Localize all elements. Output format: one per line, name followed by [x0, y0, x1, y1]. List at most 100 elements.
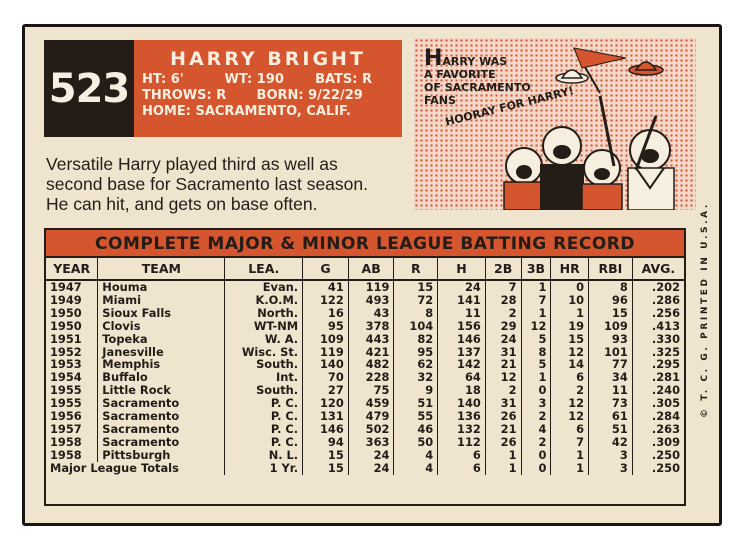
- cell-league: P. C.: [224, 410, 303, 423]
- totals-games: 15: [302, 461, 349, 475]
- copyright-notice: © T. C. G. PRINTED IN U.S.A.: [700, 202, 710, 418]
- cell-triples: 0: [520, 448, 551, 462]
- batting-record: COMPLETE MAJOR & MINOR LEAGUE BATTING RE…: [44, 228, 686, 506]
- cell-games: 94: [302, 435, 349, 449]
- cell-hits: 156: [437, 319, 486, 333]
- cell-at-bats: 493: [347, 294, 394, 307]
- cell-hits: 6: [437, 448, 486, 462]
- header-hits: H: [437, 258, 486, 281]
- cell-average: .256: [631, 306, 684, 320]
- cell-team: Sacramento: [97, 423, 225, 436]
- player-physical-line: HT: 6' WT: 190 BATS: R: [142, 72, 394, 88]
- cell-home-runs: 6: [550, 423, 589, 436]
- player-bio: Versatile Harry played third as well as …: [46, 154, 416, 214]
- cell-average: .281: [631, 371, 684, 385]
- cell-games: 16: [302, 306, 349, 320]
- cell-games: 140: [302, 358, 349, 372]
- cell-runs: 9: [393, 384, 438, 398]
- table-row: 1950 Clovis WT-NM 95 378 104 156 29 12 19 109.413: [46, 319, 684, 333]
- totals-row: Major League Totals 1 Yr. 15 24 4 6 1 0 1 3.250: [46, 461, 684, 475]
- cell-at-bats: 443: [347, 332, 394, 346]
- cell-team: Miami: [97, 294, 225, 307]
- cell-games: 15: [302, 448, 349, 462]
- player-home: HOME: SACRAMENTO, CALIF.: [142, 104, 351, 119]
- cell-rbi: 3: [588, 448, 633, 462]
- cell-year: 1951: [50, 331, 82, 346]
- table-row: 1957 Sacramento P. C. 146 502 46 132 21 4 6 51.263: [46, 423, 684, 436]
- cell-at-bats: 482: [347, 358, 394, 372]
- cell-rbi: 42: [588, 435, 633, 449]
- bio-line-1: Versatile Harry played third as well as: [46, 154, 338, 174]
- cell-league: South.: [224, 358, 303, 372]
- cell-doubles: 28: [484, 294, 522, 307]
- cell-doubles: 21: [484, 358, 522, 372]
- cell-team: Sacramento: [97, 410, 225, 423]
- cell-home-runs: 2: [550, 384, 589, 398]
- cell-hits: 137: [437, 345, 486, 359]
- cell-triples: 4: [520, 423, 551, 436]
- table-row: 1956 Sacramento P. C. 131 479 55 136 26 2 12 61.28…: [46, 410, 684, 423]
- cell-league: WT-NM: [224, 319, 303, 333]
- cell-home-runs: 12: [550, 410, 589, 423]
- cell-rbi: 11: [588, 384, 633, 398]
- cell-hits: 142: [437, 358, 486, 372]
- cell-average: .263: [631, 423, 684, 436]
- cell-team: Clovis: [97, 319, 225, 333]
- bio-line-2: second base for Sacramento last season.: [46, 174, 368, 194]
- batting-record-table: YEAR TEAM LEA. G AB R H 2B 3B HR RBI AVG. 1947 Houma…: [46, 258, 684, 475]
- cell-runs: 15: [393, 280, 438, 294]
- cell-rbi: 96: [588, 294, 633, 307]
- cell-year: 1953: [50, 357, 82, 372]
- caption-initial: H: [424, 46, 443, 71]
- cell-year: 1954: [50, 370, 82, 385]
- totals-hits: 6: [437, 461, 486, 475]
- header-rbi: RBI: [588, 258, 633, 281]
- cell-doubles: 7: [484, 280, 522, 294]
- table-header-row: YEAR TEAM LEA. G AB R H 2B 3B HR RBI AVG.: [46, 258, 684, 281]
- caption-line-2: A FAVORITE: [424, 68, 496, 81]
- bio-line-3: He can hit, and gets on base often.: [46, 194, 318, 214]
- cell-year: 1949: [50, 292, 82, 307]
- cell-doubles: 26: [484, 435, 522, 449]
- cell-at-bats: 459: [347, 397, 394, 411]
- cell-average: .413: [631, 319, 684, 333]
- cell-home-runs: 14: [550, 358, 589, 372]
- table-row: 1953 Memphis South. 140 482 62 142 21 5 14 77.295: [46, 357, 684, 372]
- cell-hits: 11: [437, 306, 486, 320]
- cell-doubles: 31: [484, 397, 522, 411]
- cell-home-runs: 12: [550, 345, 589, 359]
- cell-at-bats: 479: [347, 410, 394, 423]
- table-row: 1951 Topeka W. A. 109 443 82 146 24 5 15 93.330: [46, 331, 684, 346]
- cell-league: P. C.: [224, 397, 303, 411]
- cell-at-bats: 502: [347, 423, 394, 436]
- batting-record-title: COMPLETE MAJOR & MINOR LEAGUE BATTING RE…: [46, 230, 684, 258]
- totals-average: .250: [631, 461, 684, 475]
- cell-hits: 132: [437, 423, 486, 436]
- cell-triples: 1: [520, 280, 551, 294]
- cell-rbi: 34: [588, 371, 633, 385]
- cell-league: P. C.: [224, 423, 303, 436]
- cell-league: Wisc. St.: [224, 345, 303, 359]
- cell-runs: 46: [393, 423, 438, 436]
- cell-doubles: 2: [484, 306, 522, 320]
- cell-league: N. L.: [224, 448, 303, 462]
- table-row: 1952 Janesville Wisc. St. 119 421 95 137 31 8 12 1…: [46, 345, 684, 359]
- cell-runs: 95: [393, 345, 438, 359]
- header-team: TEAM: [97, 258, 225, 281]
- cheering-fans-drawing: [503, 47, 675, 210]
- cell-runs: 72: [393, 294, 438, 307]
- cell-triples: 5: [520, 358, 551, 372]
- caption-line-4: FANS: [424, 94, 456, 107]
- cell-games: 120: [302, 397, 349, 411]
- cell-at-bats: 378: [347, 319, 394, 333]
- cell-year: 1956: [50, 409, 82, 424]
- cell-team: Sacramento: [97, 435, 225, 449]
- cell-average: .284: [631, 410, 684, 423]
- cell-home-runs: 0: [550, 280, 589, 294]
- cell-doubles: 29: [484, 319, 522, 333]
- cell-average: .309: [631, 435, 684, 449]
- cell-at-bats: 228: [347, 371, 394, 385]
- cell-home-runs: 10: [550, 294, 589, 307]
- cell-team: Topeka: [97, 332, 225, 346]
- cell-games: 119: [302, 345, 349, 359]
